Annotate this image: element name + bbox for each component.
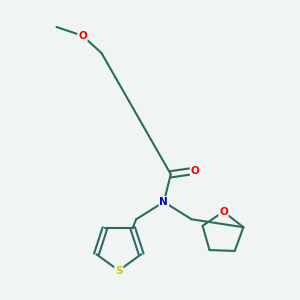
Text: N: N	[160, 197, 168, 207]
Text: S: S	[115, 266, 123, 275]
Text: O: O	[191, 166, 200, 176]
Text: O: O	[78, 31, 87, 41]
Text: O: O	[219, 207, 228, 217]
